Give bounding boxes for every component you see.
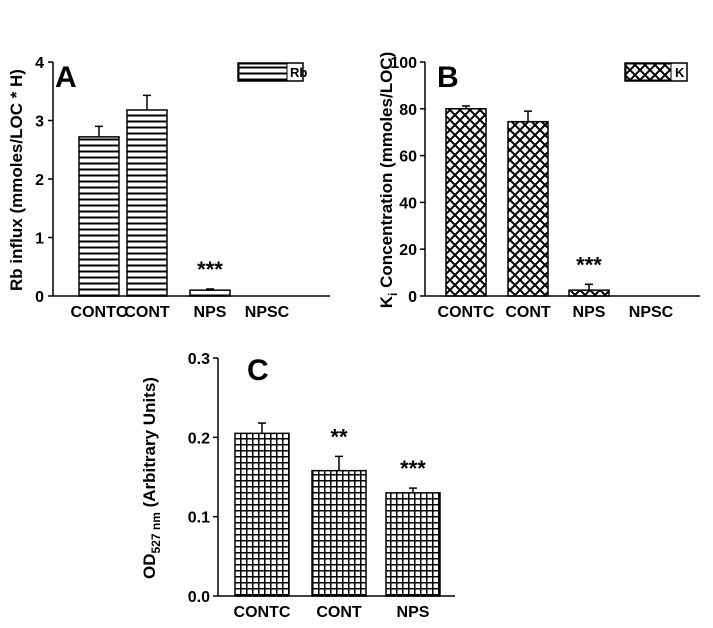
bar-a-1 [126, 109, 168, 297]
panel-b-legend: K [624, 62, 688, 82]
legend-label-rb: Rb [290, 65, 307, 80]
y-tick-label-c-2: 0.2 [188, 430, 210, 447]
category-label-a-3: NPSC [245, 304, 290, 321]
y-tick-label-b-1: 20 [399, 242, 417, 259]
panel-a-label: A [55, 61, 77, 94]
bar-b-1 [507, 120, 549, 297]
panel-c: C OD527 nm (Arbitrary Units) *****0.00.1… [140, 351, 455, 621]
y-tick-label-b-4: 80 [399, 102, 417, 119]
category-label-b-3: NPSC [629, 304, 674, 321]
category-label-a-1: CONT [124, 304, 170, 321]
panel-b-ylabel: Ki Concentration (mmoles/LOC) [377, 52, 400, 308]
bar-c-0 [234, 432, 290, 597]
panel-a-legend: Rb [237, 62, 307, 82]
bar-a-0 [78, 136, 120, 297]
y-tick-label-a-0: 0 [35, 289, 44, 306]
significance-c-1: ** [330, 424, 348, 449]
panel-b-plot: *** 0 20 40 60 80 100 CONTC CONT NPS NPSC [390, 55, 700, 321]
y-tick-label-b-5: 100 [390, 55, 417, 72]
legend-label-k: K [675, 65, 685, 80]
category-label-c-0: CONTC [234, 604, 291, 621]
panel-b-label: B [437, 61, 459, 94]
panel-a: A Rb influx (mmoles/LOC * H) Rb *** 0 1 2 3 4… [7, 55, 330, 321]
panel-b: B Ki Concentration (mmoles/LOC) K *** 0 20… [377, 52, 700, 321]
panel-c-ylabel-main: OD [140, 553, 159, 579]
y-tick-label-a-4: 4 [35, 55, 44, 72]
y-tick-label-c-3: 0.3 [188, 351, 210, 368]
category-label-b-2: NPS [573, 304, 606, 321]
y-tick-label-c-0: 0.0 [188, 589, 210, 606]
legend-swatch-rb [238, 63, 288, 81]
category-label-a-0: CONTC [71, 304, 128, 321]
panel-b-ylabel-rest: Concentration (mmoles/LOC) [377, 52, 396, 293]
panel-b-ylabel-main: K [377, 295, 396, 308]
y-tick-label-b-0: 0 [408, 289, 417, 306]
y-tick-label-a-1: 1 [35, 231, 44, 248]
bar-a-2 [189, 289, 231, 297]
significance-a-2: *** [197, 257, 223, 282]
y-tick-label-b-3: 60 [399, 149, 417, 166]
category-label-c-1: CONT [316, 604, 362, 621]
legend-box [237, 62, 304, 82]
significance-b-2: *** [576, 252, 602, 277]
bar-c-2 [385, 492, 441, 597]
category-label-b-0: CONTC [438, 304, 495, 321]
bar-b-0 [445, 108, 487, 297]
category-label-b-1: CONT [505, 304, 551, 321]
panel-c-label: C [247, 354, 269, 387]
panel-c-ylabel: OD527 nm (Arbitrary Units) [140, 377, 163, 579]
panel-a-ylabel: Rb influx (mmoles/LOC * H) [7, 69, 26, 291]
y-tick-label-b-2: 40 [399, 195, 417, 212]
legend-swatch-k [625, 63, 672, 81]
panel-b-ylabel-sub: i [386, 293, 400, 296]
y-tick-label-a-3: 3 [35, 114, 44, 131]
category-label-c-2: NPS [397, 604, 430, 621]
y-tick-label-a-2: 2 [35, 172, 44, 189]
y-tick-label-c-1: 0.1 [188, 510, 210, 527]
legend-box [624, 62, 688, 82]
bar-c-1 [311, 469, 367, 597]
panel-c-ylabel-rest: (Arbitrary Units) [140, 377, 159, 512]
significance-c-2: *** [400, 456, 426, 481]
category-label-a-2: NPS [194, 304, 227, 321]
panel-c-ylabel-sub: 527 nm [149, 512, 163, 553]
bar-b-2 [568, 289, 610, 297]
